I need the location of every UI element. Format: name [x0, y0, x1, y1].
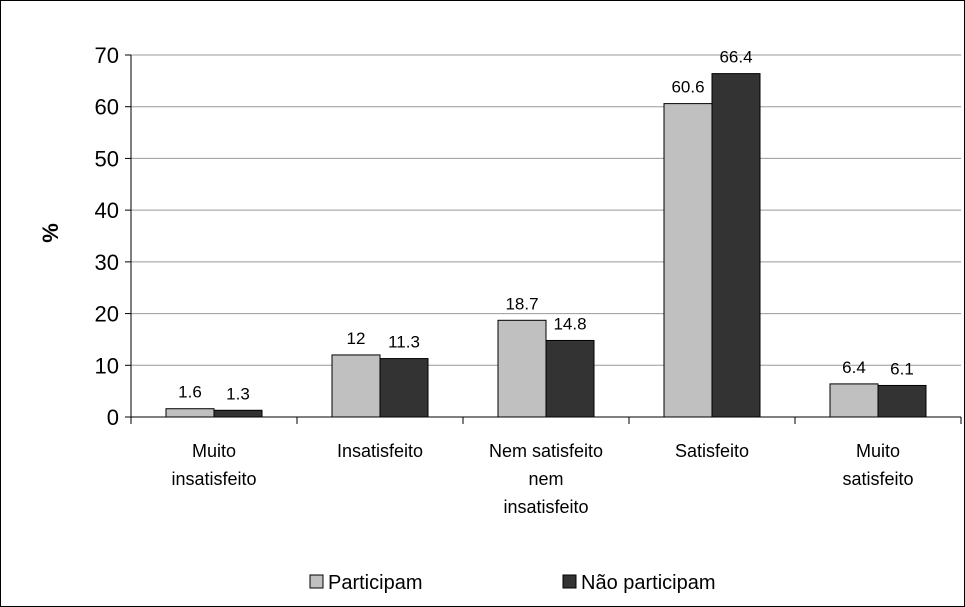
- y-tick-label: 30: [95, 250, 119, 275]
- x-tick-label: nem: [528, 469, 563, 489]
- data-label: 1.6: [178, 383, 202, 402]
- data-label: 18.7: [505, 294, 538, 313]
- y-axis-label: %: [38, 223, 63, 243]
- legend-label: Não participam: [581, 572, 716, 594]
- bar: [379, 358, 429, 418]
- axes: 0 10 20 30 40 50 60 70 Muito insatisfeito Insatisf…: [95, 43, 962, 517]
- y-tick-label: 50: [95, 146, 119, 171]
- bars: 1.6 1.3 12 11.3 18.7 14.8 60.6 66.4 6.4 6.1: [165, 48, 927, 418]
- x-tick-label: Satisfeito: [675, 441, 749, 461]
- y-tick-label: 10: [95, 353, 119, 378]
- legend-swatch: [562, 574, 577, 589]
- data-label: 6.4: [842, 358, 866, 377]
- y-tick-label: 0: [107, 405, 119, 430]
- y-tick-label: 20: [95, 302, 119, 327]
- data-label: 14.8: [553, 314, 586, 333]
- bar: [545, 339, 595, 418]
- x-tick-label: Muito: [856, 441, 900, 461]
- bar: [165, 408, 215, 418]
- data-label: 66.4: [719, 48, 752, 67]
- bar: [711, 73, 761, 418]
- y-tick-label: 40: [95, 198, 119, 223]
- data-label: 11.3: [388, 333, 420, 352]
- bar: [829, 383, 879, 418]
- x-tick-label: insatisfeito: [171, 469, 256, 489]
- legend-swatch: [309, 574, 324, 589]
- bar: [877, 384, 927, 418]
- x-tick-label: insatisfeito: [503, 497, 588, 517]
- x-tick-label: Muito: [192, 441, 236, 461]
- bar: [213, 409, 263, 418]
- y-tick-label: 70: [95, 43, 119, 68]
- x-tick-label: Nem satisfeito: [489, 441, 603, 461]
- x-tick-label: Insatisfeito: [337, 441, 423, 461]
- legend-label: Participam: [328, 572, 422, 594]
- bar: [663, 103, 713, 418]
- x-tick-label: satisfeito: [842, 469, 913, 489]
- data-label: 60.6: [671, 78, 704, 97]
- y-tick-label: 60: [95, 95, 119, 120]
- data-label: 12: [347, 329, 366, 348]
- bar: [331, 354, 381, 418]
- data-label: 6.1: [890, 359, 914, 378]
- gridlines: [131, 54, 961, 366]
- legend: Participam Não participam: [309, 572, 716, 594]
- data-label: 1.3: [226, 384, 250, 403]
- bar: [497, 319, 547, 418]
